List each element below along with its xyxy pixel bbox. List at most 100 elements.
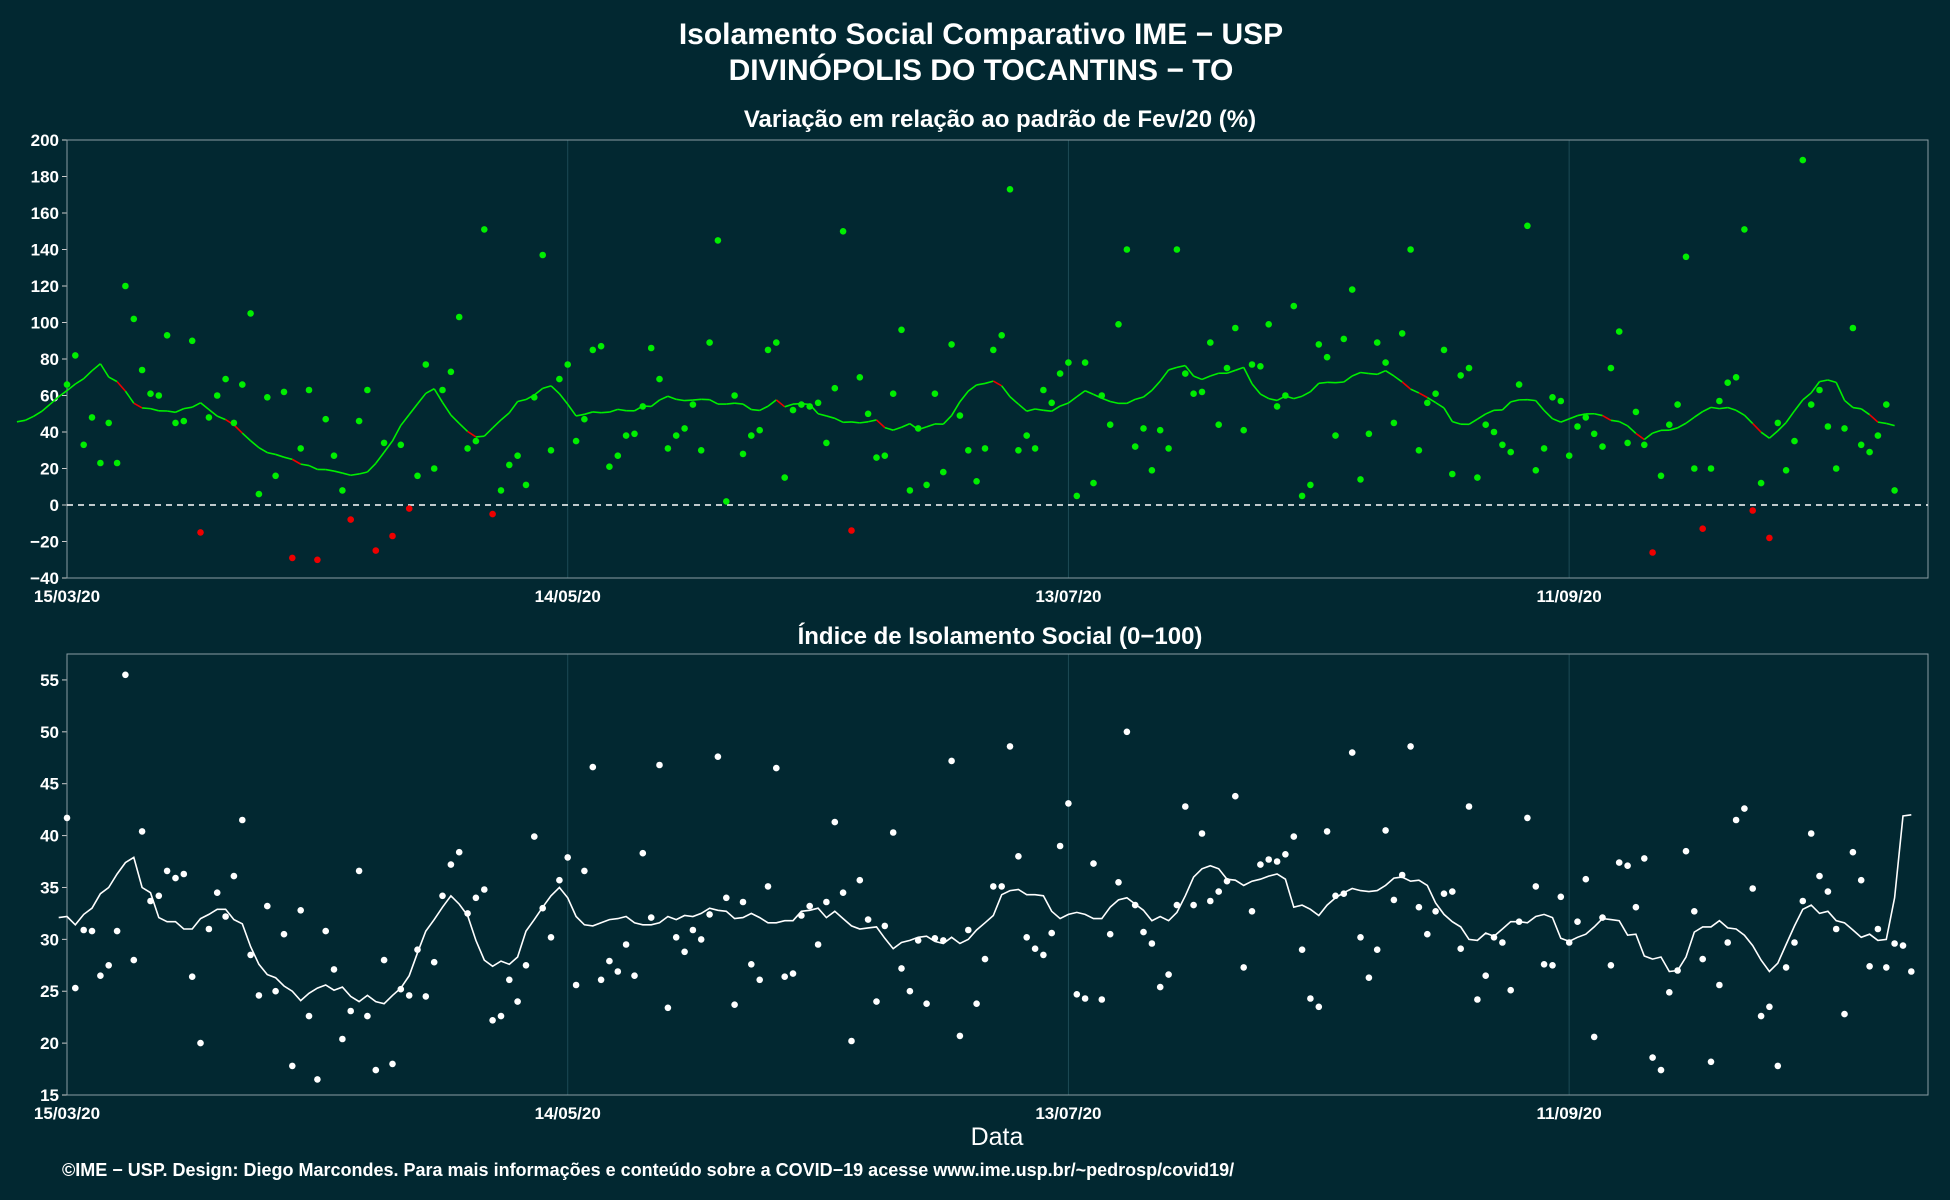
data-point [1415,447,1423,454]
moving-average-segment [617,408,627,412]
data-point [1081,995,1089,1002]
moving-average-segment [767,399,777,407]
moving-average-segment [1810,381,1821,394]
data-point [514,998,521,1005]
data-point [239,816,246,824]
data-point [1323,828,1331,835]
data-point [639,403,647,410]
moving-average-segment [1101,397,1111,403]
moving-average-segment [258,447,268,454]
data-point [1641,855,1648,862]
data-point [464,445,471,452]
data-point [1424,930,1431,938]
data-point [1207,897,1214,905]
data-point [1532,467,1540,474]
data-point [973,1000,980,1007]
data-point [272,472,279,480]
data-point [1891,487,1898,494]
moving-average-segment [58,389,68,398]
data-point [497,1012,505,1020]
moving-average-segment [1627,425,1637,435]
moving-average-segment [1009,396,1019,405]
data-point [1649,549,1656,556]
data-point [1048,399,1055,407]
data-point [1749,885,1756,892]
data-point [1732,374,1740,381]
data-point [631,972,638,979]
data-point [1006,186,1014,193]
moving-average-segment [275,453,285,458]
y-tick-label: 140 [31,241,59,260]
moving-average-segment [142,407,151,410]
data-point [322,415,330,423]
data-point [914,425,922,432]
data-point [339,1035,346,1043]
data-point [889,390,897,398]
moving-average-segment [859,420,869,424]
moving-average-segment [1510,399,1520,403]
data-point [1031,945,1039,952]
data-point [1332,892,1339,900]
moving-average-segment [1877,421,1887,425]
moving-average-segment [1702,406,1712,413]
moving-average-segment [926,423,936,428]
data-point [205,925,213,933]
data-point [1515,918,1523,925]
data-point [856,876,864,884]
moving-average-segment [216,415,226,421]
data-point [1849,324,1857,332]
data-point [1190,390,1197,398]
moving-average-segment [124,390,135,404]
data-point [247,310,254,317]
moving-average-segment [167,410,176,414]
data-point [1774,419,1782,427]
data-point [789,406,797,414]
data-point [940,468,947,476]
data-point [731,392,738,399]
data-point [1031,445,1039,452]
moving-average-segment [867,419,877,423]
data-point [773,339,780,346]
moving-average-segment [300,463,310,467]
data-point [1365,974,1373,981]
data-point [1440,346,1448,354]
data-point [1707,1058,1715,1066]
data-point [1841,425,1848,432]
moving-average-segment [433,388,444,403]
data-point [1632,903,1640,911]
data-point [756,426,763,434]
moving-average-segment [283,456,293,461]
data-point [564,361,571,368]
data-point [447,861,455,868]
data-point [1298,946,1306,953]
data-point [447,368,455,376]
data-point [1173,901,1181,909]
moving-average-segment [901,422,911,428]
data-point [188,973,196,980]
data-point [105,962,112,969]
data-point [1232,324,1239,332]
moving-average-segment [1844,399,1854,409]
data-point [1156,983,1164,991]
data-point [764,883,772,890]
data-point [1215,421,1222,429]
data-point [1215,888,1222,895]
data-point [923,481,930,489]
data-point [1273,858,1281,865]
data-point [472,894,480,902]
y-tick-label: 60 [40,387,59,406]
moving-average-segment [1652,429,1662,434]
moving-average-segment [1084,390,1094,396]
moving-average-segment [383,440,394,453]
moving-average-segment [458,422,469,433]
data-point [1666,989,1673,996]
data-point [355,867,363,875]
data-point [372,547,380,554]
data-point [798,401,805,408]
data-point [1615,328,1623,335]
data-point [697,936,705,943]
moving-average-segment [416,392,427,405]
data-point [1857,441,1865,449]
moving-average-segment [1151,380,1161,391]
